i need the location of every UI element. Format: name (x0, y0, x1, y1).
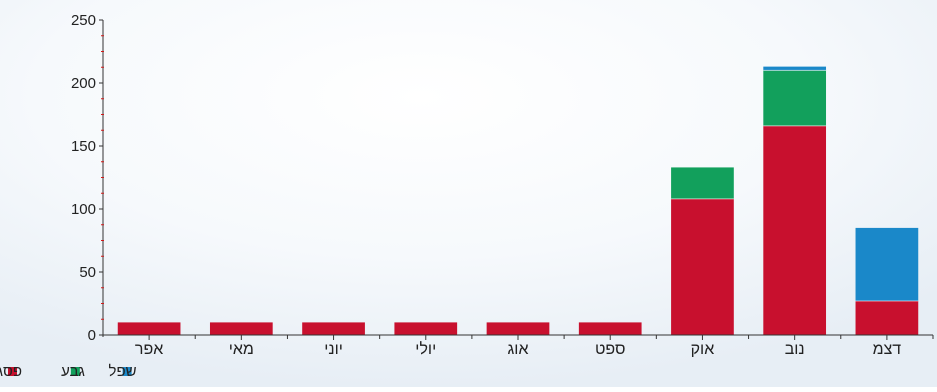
y-tick-label: 100 (71, 201, 96, 218)
x-tick-label: יולי (415, 340, 436, 358)
bar-segment (671, 198, 734, 335)
bar-segment (394, 322, 458, 335)
y-tick-label: 150 (71, 138, 96, 155)
bar-segment (578, 322, 642, 335)
x-tick-label: מאי (229, 341, 254, 358)
bar-segment (855, 300, 919, 335)
x-tick-label: יוני (324, 341, 343, 358)
legend-label: שפל (109, 363, 137, 380)
y-tick-label: 50 (79, 264, 96, 281)
bar-segment (302, 322, 365, 335)
y-tick-label: 250 (71, 12, 96, 29)
x-tick-label: ספט (595, 341, 626, 358)
bar-segment (763, 66, 827, 71)
legend-swatch (8, 367, 17, 376)
bar-segment (763, 70, 827, 126)
x-tick-label: דצמ (873, 341, 902, 358)
x-tick-label: אפר (135, 341, 163, 358)
bar-segment (763, 125, 827, 335)
bar-segment (486, 322, 550, 335)
y-tick-label: 200 (71, 75, 96, 92)
bar-segment (671, 167, 734, 199)
bar-segment (209, 322, 273, 335)
legend-swatch (70, 367, 80, 376)
x-tick-label: נוב (785, 341, 805, 358)
bar-segment (855, 227, 919, 301)
y-tick-label: 0 (88, 327, 96, 344)
legend-swatch (122, 367, 132, 376)
x-tick-label: אוק (691, 341, 715, 358)
x-tick-label: אוג (508, 341, 529, 358)
legend-label: פסגה (0, 363, 22, 380)
bar-segment (117, 322, 181, 335)
legend-label: גבע (61, 363, 85, 380)
